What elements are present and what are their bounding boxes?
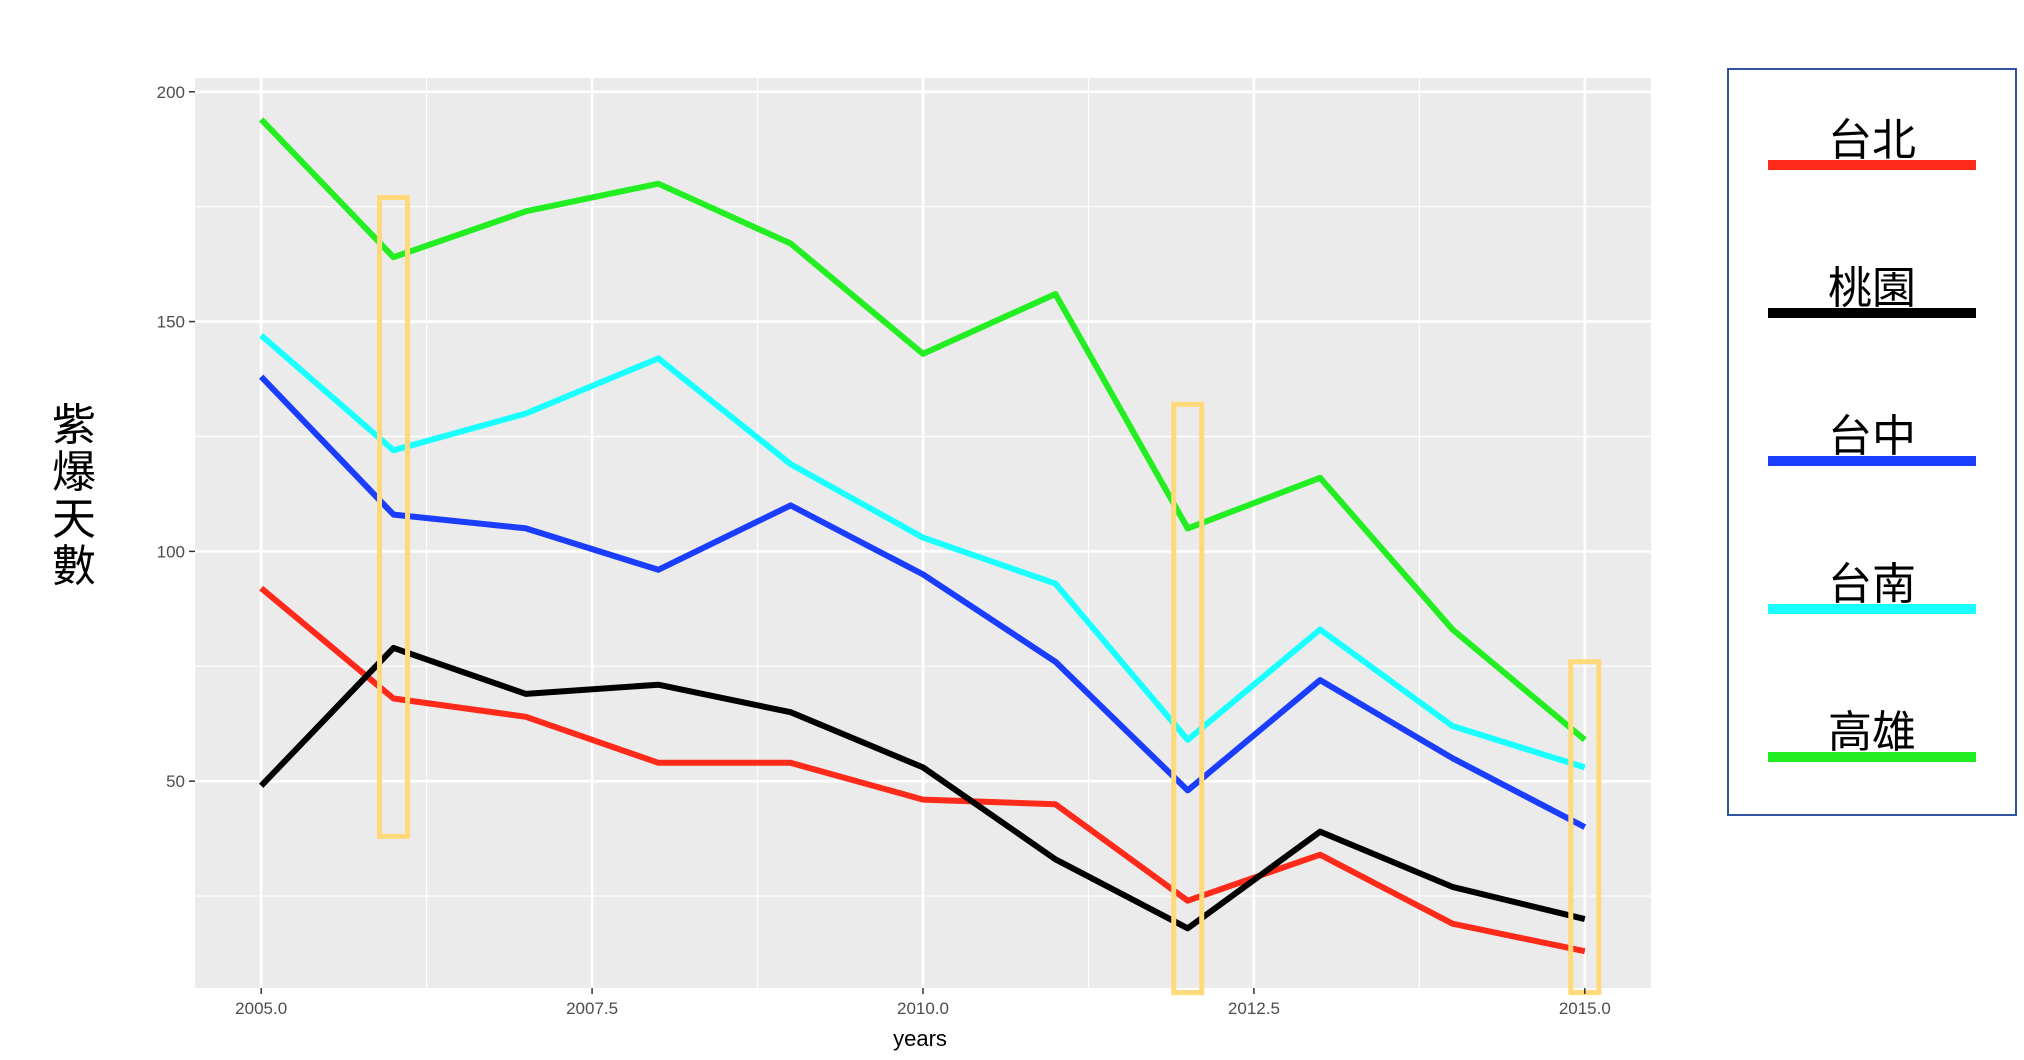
x-tick-label: 2012.5 xyxy=(1228,999,1280,1018)
legend-label-0: 台北 xyxy=(1828,115,1916,166)
x-tick-label: 2015.0 xyxy=(1559,999,1611,1018)
x-tick-label: 2010.0 xyxy=(897,999,949,1018)
series-line-4 xyxy=(259,117,1587,743)
legend-label-2: 台中 xyxy=(1828,411,1916,462)
series-lines xyxy=(259,117,1587,955)
y-axis-ticks: 50 100 150 200 xyxy=(157,83,195,791)
x-axis-ticks: 2005.0 2007.5 2010.0 2012.5 2015.0 xyxy=(235,988,1611,1018)
y-axis-title-char: 爆 xyxy=(52,447,96,498)
y-tick-label: 200 xyxy=(157,83,185,102)
y-tick-label: 150 xyxy=(157,313,185,332)
series-line-3 xyxy=(259,333,1586,771)
x-tick-label: 2007.5 xyxy=(566,999,618,1018)
series-line-1 xyxy=(259,644,1586,932)
y-axis-title-char: 天 xyxy=(52,494,96,545)
legend-box xyxy=(1727,68,2017,816)
y-axis-title-char: 紫 xyxy=(52,400,96,451)
x-axis-title: years xyxy=(893,1026,947,1051)
series-line-2 xyxy=(259,374,1587,830)
y-tick-label: 100 xyxy=(157,542,185,561)
major-gridlines xyxy=(195,78,1651,988)
y-axis-title-char: 數 xyxy=(52,541,96,592)
legend-label-4: 高雄 xyxy=(1828,707,1916,758)
legend-label-3: 台南 xyxy=(1828,559,1916,610)
highlight-box-1 xyxy=(1171,401,1205,996)
legend-label-1: 桃園 xyxy=(1828,263,1916,314)
series-line-0 xyxy=(259,585,1586,955)
highlight-box-0 xyxy=(377,194,411,839)
y-tick-label: 50 xyxy=(166,772,185,791)
x-tick-label: 2005.0 xyxy=(235,999,287,1018)
